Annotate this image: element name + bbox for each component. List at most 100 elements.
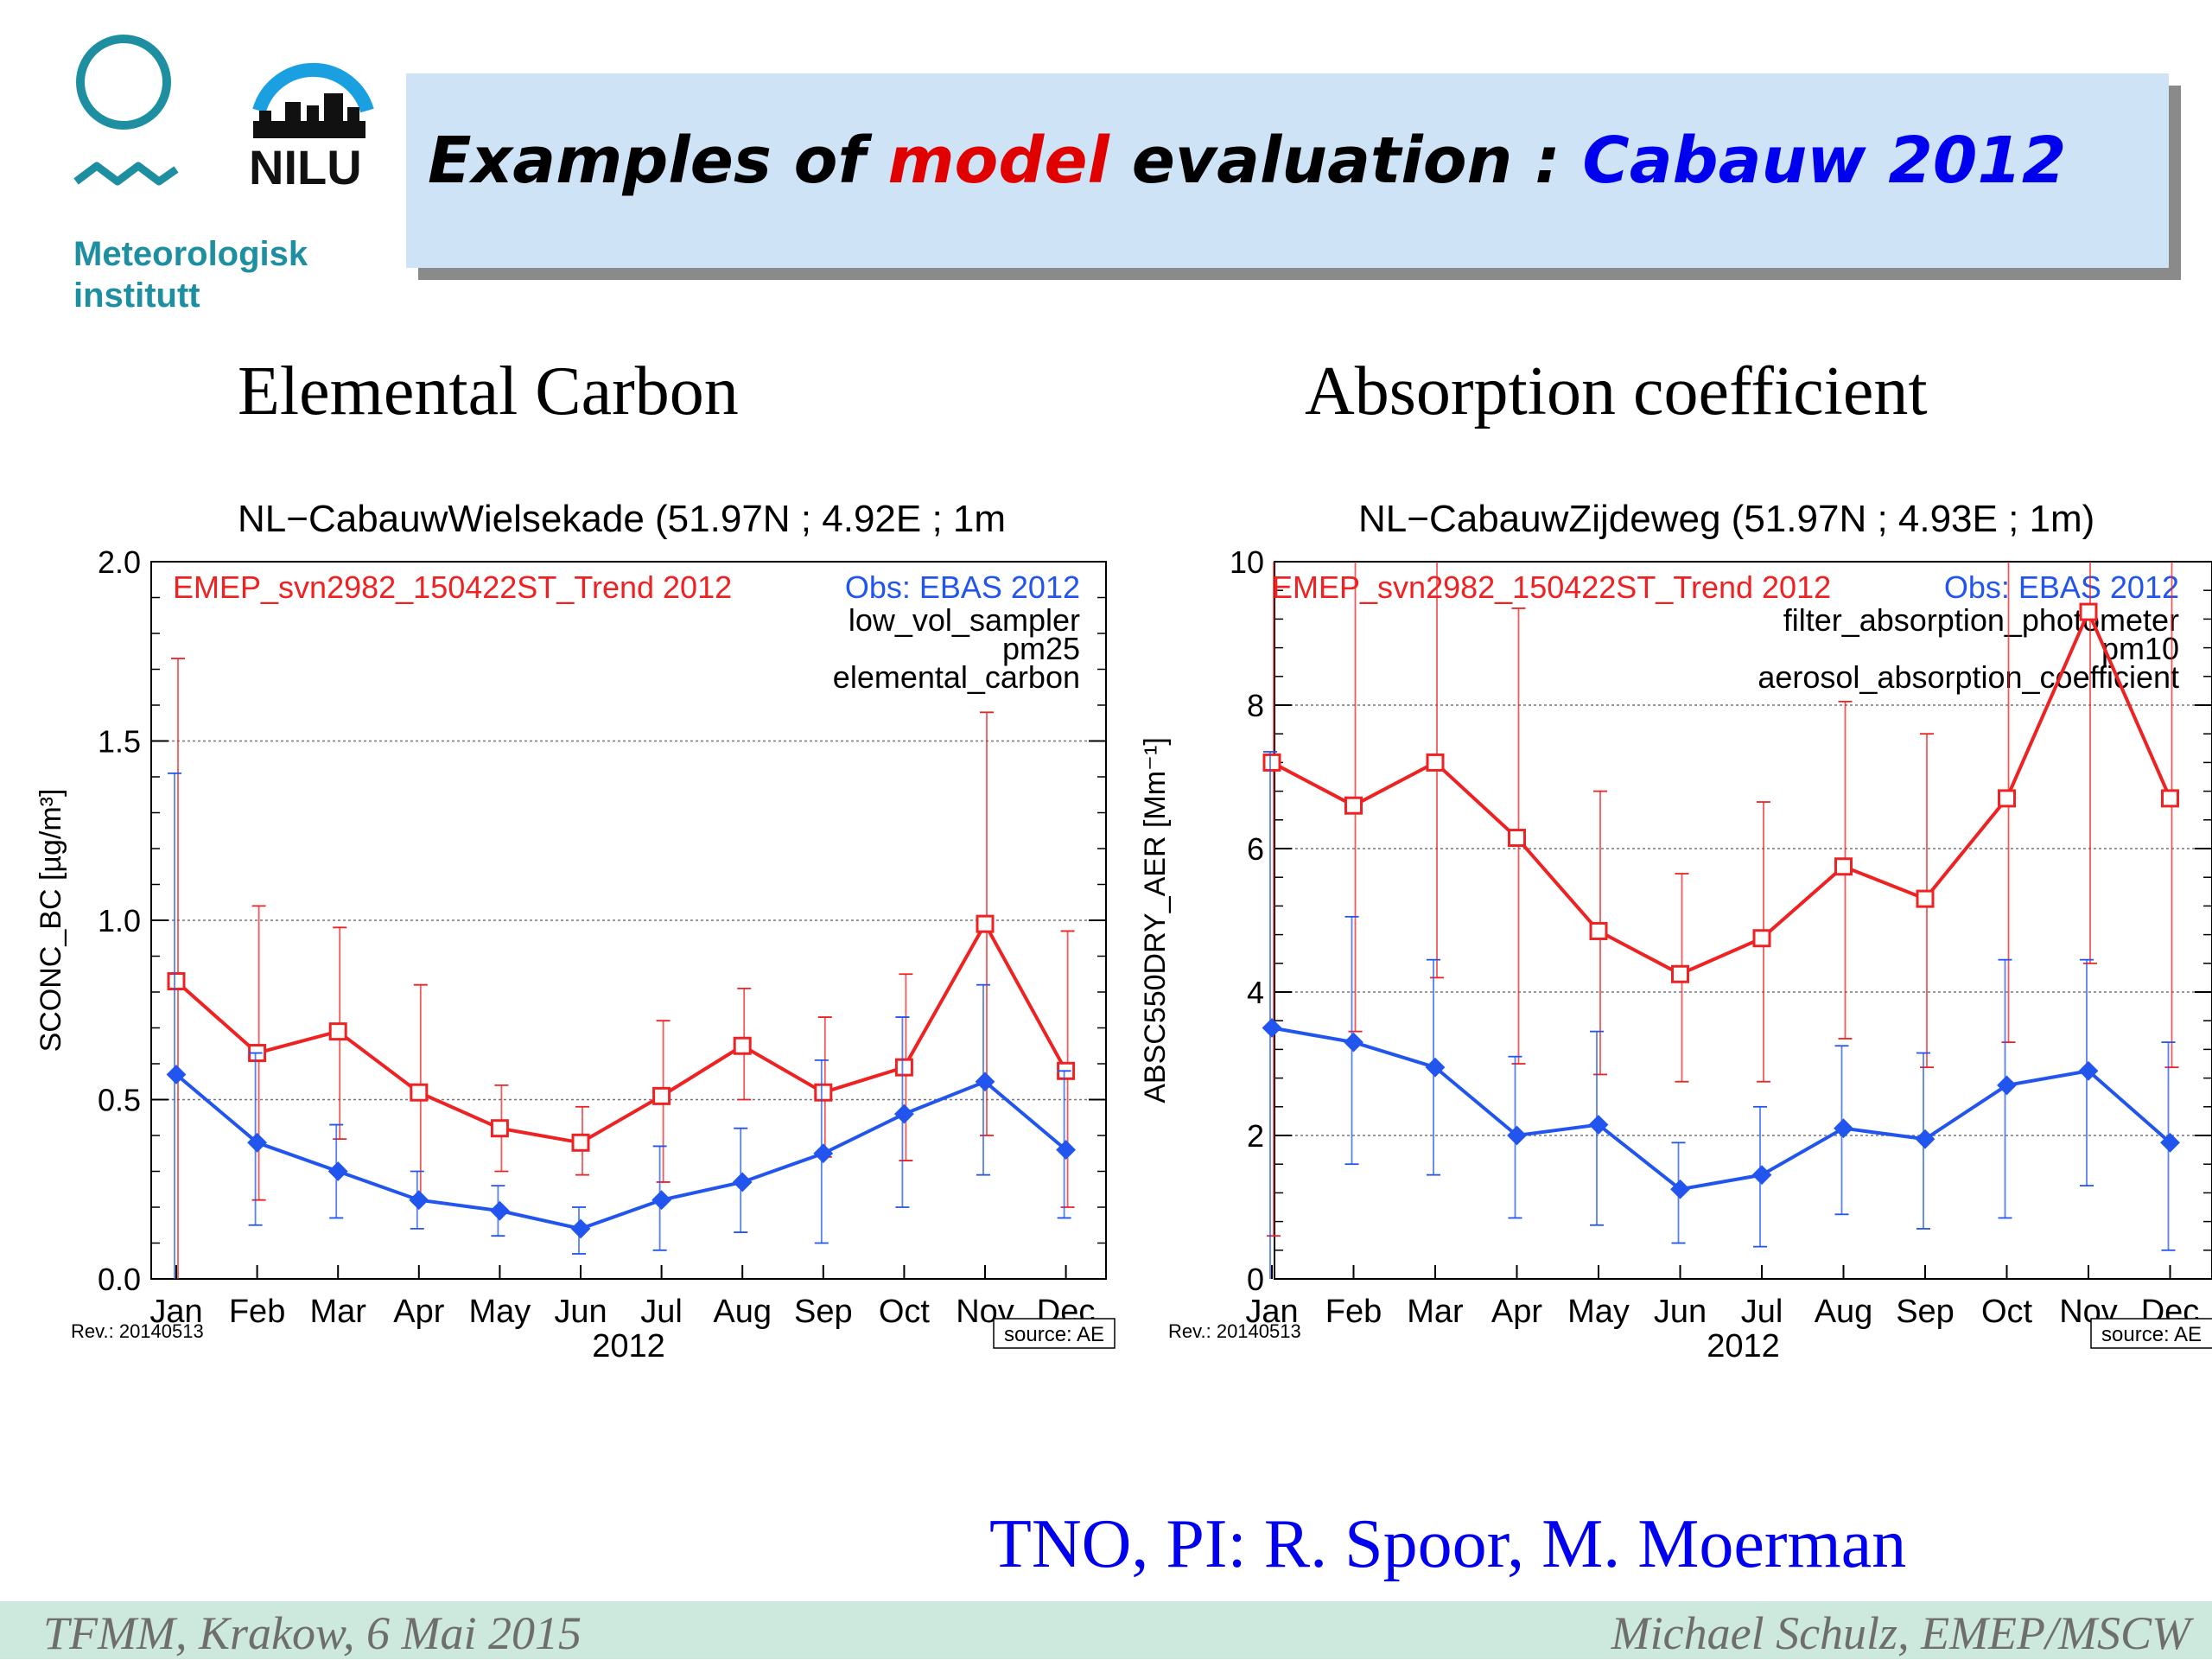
x-tick-label: Apr — [393, 1294, 444, 1330]
obs-point — [1670, 1179, 1690, 1199]
x-tick-label: Apr — [1491, 1294, 1542, 1330]
model-point — [1752, 929, 1771, 948]
series-line — [1271, 1026, 2171, 1192]
obs-point — [1344, 1032, 1363, 1053]
obs-point — [1425, 1057, 1446, 1078]
obs-point — [1507, 1125, 1527, 1146]
series-line — [175, 1072, 1067, 1231]
obs-point — [247, 1132, 268, 1153]
x-tick-label: Jul — [1741, 1294, 1783, 1330]
obs-point — [975, 1072, 995, 1092]
model-point — [1426, 753, 1445, 772]
slide-title-part4: Cabauw 2012 — [1582, 124, 2067, 198]
obs-point — [732, 1172, 753, 1193]
obs-point — [1056, 1140, 1077, 1161]
obs-point — [1834, 1118, 1853, 1139]
x-tick-label: Jun — [554, 1294, 607, 1330]
model-point — [410, 1083, 429, 1102]
model-point — [328, 1022, 347, 1041]
model-point — [1671, 964, 1689, 983]
station-info-line: aerosol_absorption_coefficient — [1758, 659, 2179, 695]
y-tick-label: 0.5 — [98, 1083, 141, 1118]
source-label: source: AE — [2101, 1323, 2202, 1346]
source-box — [993, 1318, 1116, 1349]
revision-label: Rev.: 20140513 — [1168, 1320, 1301, 1342]
y-tick-label: 4 — [1247, 975, 1264, 1010]
y-tick-label: 10 — [1230, 544, 1264, 580]
met-logo-line2: institutt — [73, 277, 200, 315]
logos: Meteorologisk institutt NILU — [73, 35, 374, 315]
met-logo-circle-icon — [76, 35, 171, 130]
obs-point — [893, 1103, 914, 1124]
x-tick-label: May — [469, 1294, 531, 1330]
legend-model: EMEP_svn2982_150422ST_Trend 2012 — [173, 569, 732, 605]
model-point — [1834, 857, 1853, 876]
obs-point — [2078, 1060, 2099, 1081]
obs-point — [327, 1161, 348, 1181]
station-info-line: elemental_carbon — [833, 659, 1080, 695]
model-point — [571, 1133, 590, 1152]
chart-title: NL−CabauwWielsekade (51.97N ; 4.92E ; 1m — [238, 498, 1006, 540]
station-info-line: filter_absorption_photometer — [1783, 602, 2179, 638]
chart-absorption-coefficient: NL−CabauwZijdeweg (51.97N ; 4.93E ; 1m) 0… — [1139, 498, 2212, 1364]
legend-obs: Obs: EBAS 2012 — [845, 569, 1080, 605]
obs-point — [1915, 1129, 1936, 1149]
obs-point — [2160, 1132, 2180, 1153]
y-tick-label: 1.5 — [98, 724, 141, 760]
y-tick-label: 0 — [1247, 1262, 1264, 1297]
credit-text: TNO, PI: R. Spoor, M. Moerman — [989, 1506, 1907, 1582]
model-point — [1589, 921, 1608, 940]
slide-title-part1: Examples of — [428, 124, 888, 198]
y-axis-label: SCONC_BC [µg/m³] — [35, 789, 67, 1053]
revision-label: Rev.: 20140513 — [71, 1320, 204, 1342]
model-point — [1998, 789, 2016, 808]
legend-model: EMEP_svn2982_150422ST_Trend 2012 — [1272, 569, 1831, 605]
obs-point — [570, 1218, 591, 1239]
right-heading: Absorption coefficient — [1305, 353, 1928, 429]
obs-point — [409, 1190, 429, 1211]
model-point — [2079, 602, 2098, 621]
left-heading: Elemental Carbon — [238, 353, 739, 429]
model-point — [652, 1086, 671, 1105]
x-tick-label: Oct — [879, 1294, 931, 1330]
model-point — [814, 1083, 833, 1102]
legend-obs: Obs: EBAS 2012 — [1944, 569, 2179, 605]
x-tick-label: Jan — [149, 1294, 202, 1330]
y-tick-label: 2.0 — [98, 544, 141, 580]
x-tick-label: Feb — [229, 1294, 285, 1330]
model-point — [733, 1036, 752, 1055]
x-tick-label: Mar — [309, 1294, 366, 1330]
station-info-line: pm25 — [1002, 631, 1080, 666]
obs-point — [1262, 1018, 1282, 1038]
x-tick-label: Aug — [713, 1294, 772, 1330]
model-point — [1344, 796, 1363, 815]
y-tick-label: 0.0 — [98, 1262, 141, 1297]
x-tick-label: Feb — [1325, 1294, 1382, 1330]
model-point — [2161, 789, 2179, 808]
chart-elemental-carbon: NL−CabauwWielsekade (51.97N ; 4.92E ; 1m… — [35, 498, 1116, 1364]
y-tick-label: 8 — [1247, 688, 1264, 723]
slide-title-part2: model — [887, 124, 1109, 198]
series-line — [175, 920, 1068, 1145]
station-info-line: pm10 — [2101, 631, 2179, 666]
source-label: source: AE — [1004, 1323, 1104, 1346]
met-logo-line1: Meteorologisk — [73, 235, 308, 273]
source-box — [2090, 1318, 2212, 1349]
x-tick-label: Mar — [1407, 1294, 1464, 1330]
x-tick-label: May — [1567, 1294, 1630, 1330]
model-point — [976, 914, 995, 933]
series-line — [1271, 607, 2172, 976]
model-point — [894, 1058, 913, 1077]
x-tick-label: Jan — [1245, 1294, 1298, 1330]
nilu-arc-icon — [252, 62, 374, 113]
x-tick-label: Jul — [640, 1294, 683, 1330]
x-tick-label: Jun — [1654, 1294, 1707, 1330]
y-tick-label: 1.0 — [98, 903, 141, 938]
x-axis-label: 2012 — [592, 1328, 665, 1364]
obs-point — [1997, 1075, 2017, 1096]
y-tick-label: 2 — [1247, 1118, 1264, 1154]
obs-point — [813, 1143, 834, 1164]
model-point — [490, 1119, 509, 1138]
nilu-skyline-icon — [253, 93, 365, 138]
obs-point — [1751, 1165, 1772, 1186]
